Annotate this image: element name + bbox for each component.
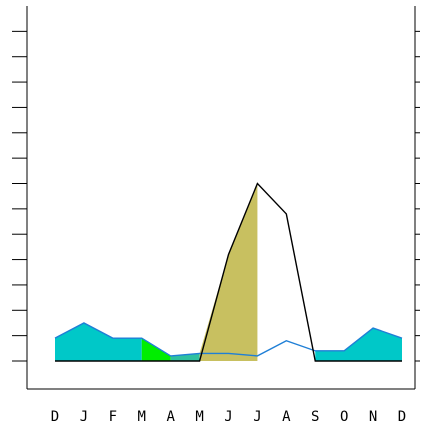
- area-segment-0: [55, 322, 142, 361]
- x-tick-label-3: M: [138, 409, 146, 425]
- axes: [26, 6, 416, 390]
- x-tick-label-1: J: [80, 409, 88, 425]
- y-ticks: [12, 30, 420, 362]
- x-tick-label-0: D: [51, 409, 59, 425]
- x-tick-label-4: A: [166, 409, 175, 425]
- series-lines: [54, 182, 403, 362]
- x-tick-label-7: J: [253, 409, 261, 425]
- x-tick-label-12: D: [398, 409, 406, 425]
- x-tick-label-10: O: [340, 409, 348, 425]
- x-tick-label-2: F: [109, 409, 117, 425]
- x-tick-label-9: S: [311, 409, 319, 425]
- x-tick-label-5: M: [195, 409, 203, 425]
- area-segment-3: [315, 328, 402, 361]
- area-fills: [55, 183, 402, 361]
- x-tick-label-6: J: [224, 409, 232, 425]
- x-tick-label-11: N: [369, 409, 377, 425]
- area-segment-1: [141, 338, 171, 361]
- x-tick-label-8: A: [282, 409, 291, 425]
- area-segment-4: [199, 183, 258, 361]
